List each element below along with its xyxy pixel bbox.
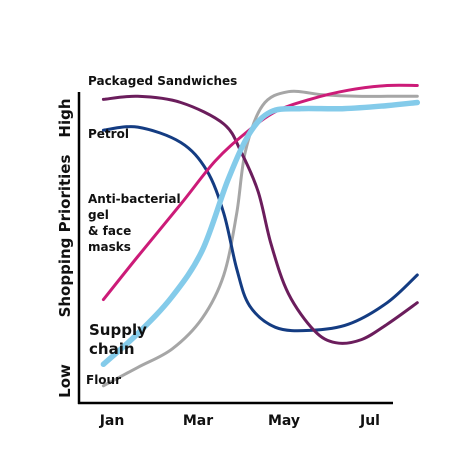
y-high-label: High (56, 98, 74, 137)
series-label-petrol: Petrol (88, 127, 129, 141)
series-label-line: Petrol (88, 127, 129, 141)
series-label-line: masks (88, 240, 131, 254)
series-label-line: & face (88, 224, 131, 238)
y-low-label: Low (56, 364, 74, 398)
series-lines (100, 83, 421, 388)
x-tick-label-jan: Jan (99, 413, 125, 429)
x-tick-label-may: May (268, 413, 300, 429)
series-line-petrol (101, 125, 419, 333)
x-tick-label-mar: Mar (183, 413, 213, 429)
series-label-line: Anti-bacterial (88, 192, 181, 206)
series-label-line: chain (89, 340, 135, 358)
x-tick-labels: Jan Mar May Jul (99, 413, 380, 429)
series-line-flour (101, 89, 419, 388)
y-axis-label: Shopping Priorities (56, 155, 74, 318)
x-tick-label-jul: Jul (359, 413, 380, 429)
series-labels: Packaged Sandwiches Petrol Anti-bacterial g… (86, 74, 237, 387)
series-label-flour: Flour (86, 373, 121, 387)
series-label-line: Flour (86, 373, 121, 387)
series-line-packaged-sandwiches (101, 94, 419, 345)
series-label-line: Packaged Sandwiches (88, 74, 237, 88)
series-label-line: Supply (89, 321, 147, 339)
series-label-supply-chain: Supply chain (89, 321, 147, 358)
series-label-packaged-sandwiches: Packaged Sandwiches (88, 74, 237, 88)
series-line-supply-chain (100, 99, 421, 368)
series-label-anti-bacterial-gel: Anti-bacterial gel & face masks (88, 192, 181, 254)
series-label-line: gel (88, 208, 109, 222)
